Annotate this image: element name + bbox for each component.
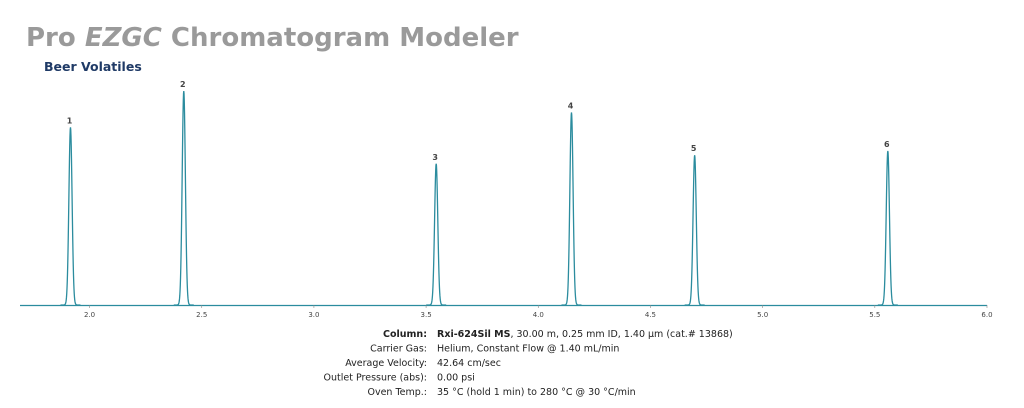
peak-label: 5 [691, 144, 697, 153]
info-value: Helium, Constant Flow @ 1.40 mL/min [437, 344, 619, 355]
info-value-bold: Rxi-624Sil MS [437, 329, 511, 340]
peak [173, 90, 194, 306]
peak [877, 150, 898, 306]
info-value: 0.00 psi [437, 373, 475, 384]
x-tick-label: 3.0 [308, 311, 319, 319]
title-part: Pro [26, 23, 76, 53]
x-tick-label: 4.5 [645, 311, 656, 319]
peak-label: 1 [67, 116, 73, 125]
x-tick-label: 4.0 [533, 311, 544, 319]
x-tick-label: 2.0 [84, 311, 95, 319]
info-label: Oven Temp.: [367, 387, 427, 398]
peak [426, 163, 447, 306]
info-value: 42.64 cm/sec [437, 358, 501, 369]
info-value-text: Helium, Constant Flow @ 1.40 mL/min [437, 344, 619, 355]
info-value-text: 0.00 psi [437, 373, 475, 384]
page-title: Pro EZGC Chromatogram Modeler [26, 23, 519, 53]
info-value: Rxi-624Sil MS, 30.00 m, 0.25 mm ID, 1.40… [437, 329, 733, 340]
info-label: Column: [383, 329, 427, 340]
x-tick-label: 5.0 [757, 311, 768, 319]
x-tick-label: 3.5 [421, 311, 432, 319]
info-value: 35 °C (hold 1 min) to 280 °C @ 30 °C/min [437, 387, 636, 398]
info-label: Carrier Gas: [370, 344, 427, 355]
peak-label: 2 [180, 80, 186, 89]
title-part: EZGC [85, 23, 162, 53]
title-part: Chromatogram Modeler [171, 23, 519, 53]
info-value-text: 35 °C (hold 1 min) to 280 °C @ 30 °C/min [437, 387, 636, 398]
info-value-text: 42.64 cm/sec [437, 358, 501, 369]
peak [60, 127, 81, 306]
info-label: Average Velocity: [345, 358, 427, 369]
info-value-text: , 30.00 m, 0.25 mm ID, 1.40 µm (cat.# 13… [510, 329, 732, 340]
x-tick-label: 5.5 [869, 311, 880, 319]
chart-title: Beer Volatiles [44, 59, 142, 74]
peak [561, 112, 582, 306]
peak-label: 3 [432, 153, 438, 162]
x-tick-label: 2.5 [196, 311, 207, 319]
x-tick-label: 6.0 [981, 311, 992, 319]
peak-label: 4 [568, 101, 574, 110]
info-label: Outlet Pressure (abs): [324, 373, 427, 384]
peak [684, 155, 705, 306]
peak-label: 6 [884, 140, 890, 149]
